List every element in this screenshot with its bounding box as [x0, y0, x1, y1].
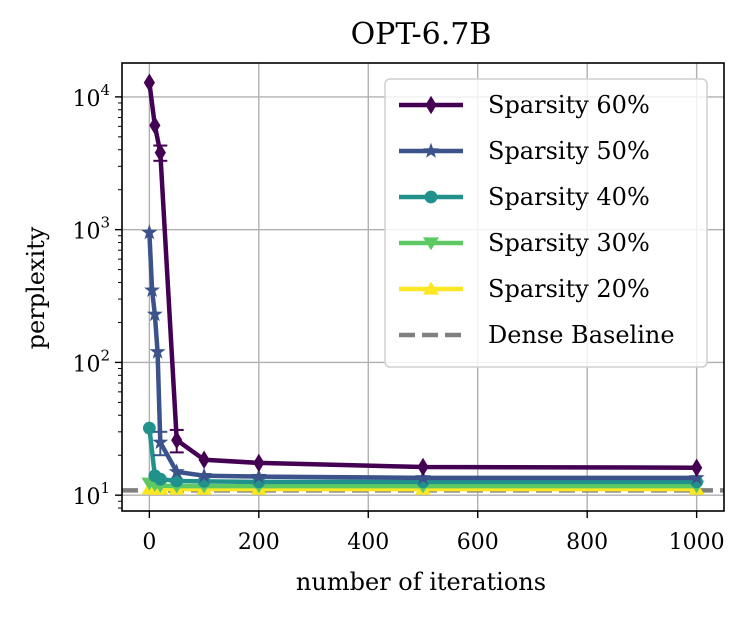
x-axis-label: number of iterations: [296, 568, 546, 596]
data-point: [149, 116, 161, 135]
legend-entry: Dense Baseline: [399, 321, 675, 349]
data-point: [417, 457, 429, 477]
data-point: [141, 224, 158, 240]
data-point: [142, 421, 156, 435]
legend-label: Sparsity 40%: [488, 183, 650, 211]
data-point: [423, 142, 439, 158]
legend-box: [384, 78, 708, 368]
data-point: [423, 237, 439, 251]
data-point: [170, 474, 184, 488]
data-point: [415, 469, 431, 485]
chart-title: OPT-6.7B: [351, 17, 492, 52]
legend-label: Sparsity 50%: [488, 137, 650, 165]
x-tick-label: 1000: [669, 530, 725, 555]
y-axis-label: perplexity: [22, 226, 50, 349]
x-tick-label: 800: [566, 530, 608, 555]
data-point: [146, 305, 163, 322]
data-point: [153, 472, 167, 486]
data-point: [253, 453, 265, 473]
series-line: [147, 232, 697, 481]
legend-entry: Sparsity 20%: [399, 275, 650, 303]
data-point: [143, 73, 155, 92]
data-point: [196, 467, 213, 483]
legend-entry: Sparsity 40%: [399, 183, 650, 211]
legend-entry: Sparsity 60%: [399, 91, 650, 119]
y-tick-label: 103: [72, 214, 110, 245]
data-point: [423, 281, 439, 295]
data-point: [250, 468, 267, 484]
data-point: [688, 469, 705, 485]
x-tick-label: 200: [238, 530, 280, 555]
plot-frame: [121, 62, 725, 512]
y-tick-label: 102: [72, 346, 110, 377]
data-point: [168, 463, 185, 479]
data-point: [152, 433, 169, 450]
series-sparsity-60-: [143, 73, 703, 477]
data-point: [425, 95, 437, 115]
legend-label: Sparsity 60%: [488, 91, 650, 119]
series-layer: [141, 73, 705, 495]
data-point: [144, 281, 161, 297]
tick-layer: 0 200 400 600 800 1000 101 102 103 104: [72, 81, 724, 555]
y-tick-label: 101: [72, 479, 110, 510]
x-tick-label: 600: [457, 530, 499, 555]
legend-label: Sparsity 20%: [488, 275, 650, 303]
data-point: [154, 143, 166, 162]
legend-label: Dense Baseline: [488, 321, 675, 349]
data-point: [691, 458, 703, 477]
series-sparsity-50-: [141, 224, 705, 485]
data-point: [424, 190, 438, 204]
legend-label: Sparsity 30%: [488, 229, 650, 257]
data-point: [198, 450, 210, 469]
x-tick-label: 0: [142, 530, 156, 555]
legend-entry: Sparsity 50%: [399, 137, 650, 165]
legend: Sparsity 60% Sparsity 50% Sparsity 40% Spar…: [384, 78, 708, 368]
legend-entry: Sparsity 30%: [399, 229, 650, 257]
y-tick-label: 104: [72, 81, 110, 112]
data-point: [171, 430, 183, 450]
x-tick-label: 400: [347, 530, 389, 555]
data-point: [149, 343, 166, 359]
